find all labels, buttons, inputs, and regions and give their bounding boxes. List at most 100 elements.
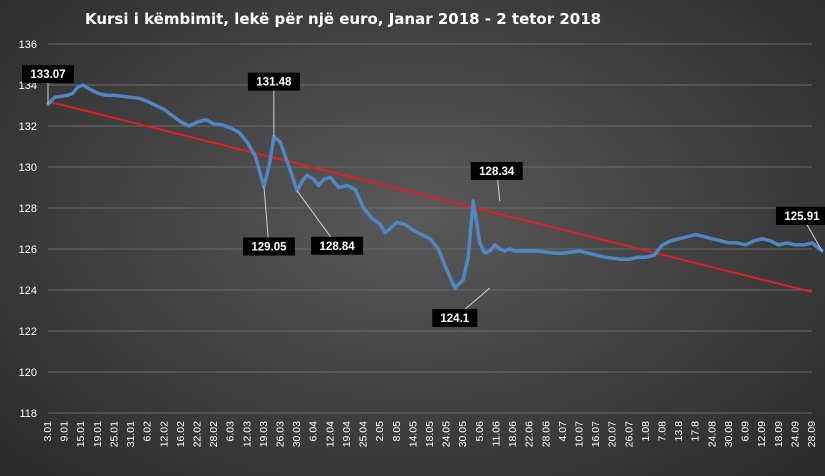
data-point — [794, 244, 797, 246]
data-point — [72, 92, 74, 94]
data-point — [488, 250, 491, 252]
data-point — [53, 96, 56, 99]
y-tick-label: 130 — [19, 162, 37, 174]
data-point — [678, 237, 680, 240]
series-group — [46, 83, 824, 290]
data-point — [728, 242, 730, 244]
x-tick-label: 30.03 — [291, 421, 303, 447]
data-point — [420, 233, 423, 236]
x-tick-label: 12.03 — [241, 421, 253, 447]
trend-line — [47, 100, 813, 294]
x-tick-label: 28.09 — [806, 421, 818, 447]
x-tick-label: 8.05 — [391, 421, 403, 442]
y-tick-label: 126 — [19, 244, 37, 256]
x-tick-label: 19.04 — [341, 421, 353, 447]
x-tick-label: 6.09 — [740, 421, 752, 442]
data-point — [301, 180, 303, 183]
x-tick-label: 24.08 — [706, 421, 718, 447]
data-point — [163, 108, 166, 111]
data-point — [389, 227, 391, 230]
callout-label: 128.84 — [320, 241, 356, 253]
x-tick-label: 4.07 — [557, 421, 569, 442]
data-point — [77, 86, 79, 88]
data-point — [337, 186, 340, 189]
data-point — [312, 178, 315, 181]
data-point — [719, 240, 722, 242]
x-tick-label: 2.05 — [374, 421, 386, 442]
data-point — [628, 258, 631, 261]
data-point — [586, 252, 589, 254]
data-point — [513, 250, 516, 252]
data-point — [611, 257, 614, 260]
data-point — [479, 242, 481, 244]
x-tick-label: 30.05 — [457, 421, 469, 447]
y-tick-label: 132 — [19, 121, 37, 133]
data-point — [354, 188, 357, 191]
callout-label: 129.05 — [251, 241, 287, 253]
exchange-rate-line — [46, 83, 824, 290]
x-tick-label: 10.07 — [573, 421, 585, 447]
y-tick-label: 136 — [19, 39, 37, 51]
data-point — [454, 287, 456, 289]
data-point — [138, 97, 141, 100]
data-point — [121, 95, 124, 98]
data-point — [620, 258, 622, 261]
data-point — [362, 207, 365, 209]
x-tick-label: 9.01 — [59, 421, 71, 442]
data-point — [97, 92, 99, 94]
data-point — [736, 242, 739, 244]
x-tick-label: 17.8 — [690, 421, 702, 442]
data-point — [670, 240, 672, 242]
data-point — [802, 244, 805, 246]
x-tick-label: 11.06 — [490, 421, 502, 447]
data-point — [769, 240, 772, 242]
data-point — [60, 95, 63, 98]
x-tick-label: 24.05 — [441, 421, 453, 447]
data-point — [238, 131, 240, 133]
data-point — [346, 184, 348, 187]
y-tick-label: 118 — [19, 408, 37, 420]
callout-leader — [296, 190, 338, 247]
callout-label: 133.07 — [30, 69, 65, 81]
x-tick-label: 26.07 — [623, 421, 635, 447]
data-point — [171, 114, 174, 117]
data-point — [254, 155, 257, 158]
data-point — [229, 127, 232, 129]
x-tick-label: 26.03 — [275, 421, 287, 447]
data-point — [462, 278, 465, 281]
x-tick-label: 1.08 — [640, 421, 652, 442]
data-point — [306, 174, 308, 176]
data-point — [67, 94, 69, 97]
data-point — [371, 217, 373, 220]
data-point — [711, 237, 714, 240]
data-point — [379, 223, 381, 226]
data-point — [180, 121, 182, 123]
data-point — [520, 250, 523, 252]
data-point — [811, 242, 813, 244]
data-point — [105, 94, 107, 97]
data-point — [661, 244, 664, 246]
callout-box — [775, 206, 825, 225]
x-tick-label: 6.04 — [308, 421, 320, 442]
x-tick-label: 5.06 — [474, 421, 486, 442]
callout-box — [247, 72, 300, 91]
x-tick-label: 18.06 — [507, 421, 519, 447]
x-tick-label: 24.09 — [789, 421, 801, 447]
callout-leader — [263, 186, 270, 247]
data-point — [437, 248, 440, 250]
data-point — [508, 248, 511, 250]
data-point — [429, 237, 431, 240]
x-tick-label: 14.05 — [407, 421, 419, 447]
data-point — [578, 250, 581, 252]
x-tick-label: 7.08 — [657, 421, 669, 442]
x-axis-ticks: 3.01 9.01 15.01 19.01 25.01 31.01 6.02 12.02 16.… — [42, 421, 818, 447]
data-point — [384, 231, 386, 234]
x-tick-label: 16.07 — [590, 421, 602, 447]
x-tick-label: 19.03 — [258, 421, 270, 447]
x-tick-label: 12.04 — [324, 421, 336, 447]
data-point — [329, 176, 332, 179]
data-point — [88, 88, 91, 90]
data-point — [603, 256, 606, 259]
data-point — [498, 248, 501, 250]
